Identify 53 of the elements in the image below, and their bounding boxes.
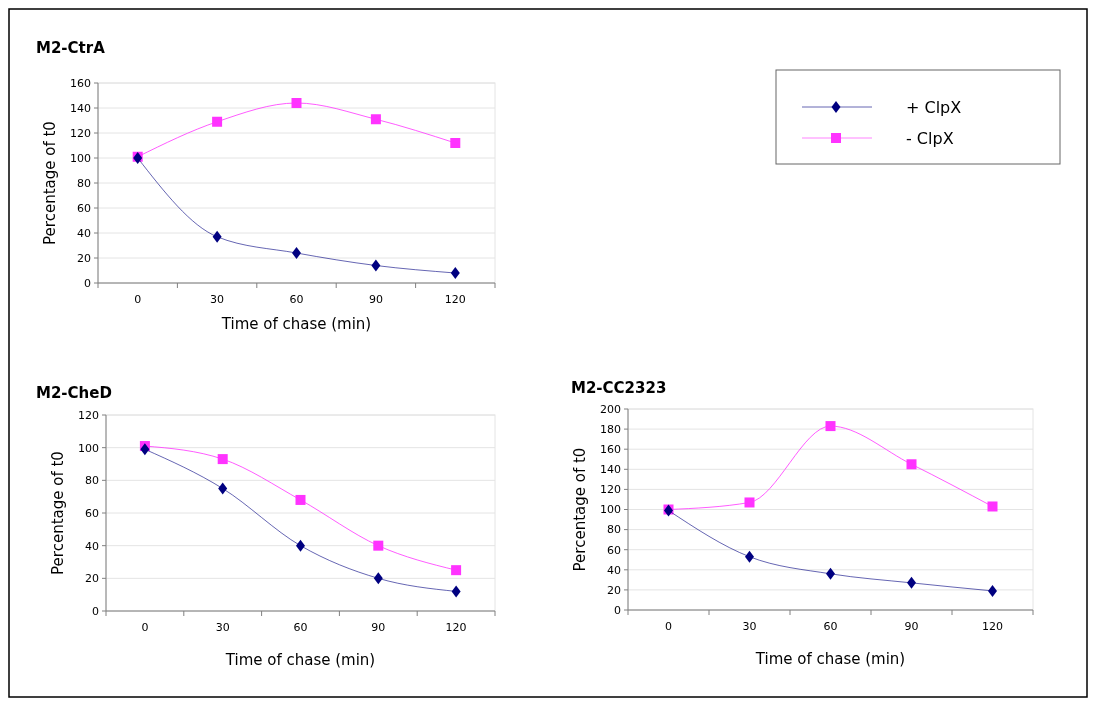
y-axis-title: Percentage of t0	[571, 447, 589, 572]
y-tick-label: 0	[92, 604, 99, 618]
y-tick-label: 60	[85, 506, 99, 520]
y-axis-title: Percentage of t0	[41, 121, 59, 245]
y-tick-label: 60	[607, 543, 621, 557]
chart-title: M2-CC2323	[571, 379, 667, 397]
y-tick-label: 60	[77, 201, 91, 215]
y-tick-label: 80	[77, 176, 91, 190]
y-tick-label: 40	[607, 563, 621, 577]
x-tick-label: 120	[445, 621, 467, 634]
x-tick-label: 60	[293, 621, 308, 634]
x-axis-title: Time of chase (min)	[754, 650, 906, 668]
legend-label: + ClpX	[906, 97, 962, 117]
y-tick-label: 140	[600, 463, 621, 477]
x-tick-label: 90	[904, 620, 919, 633]
x-tick-label: 0	[665, 620, 672, 633]
y-tick-label: 0	[614, 603, 621, 617]
y-tick-label: 160	[70, 76, 91, 90]
y-tick-label: 100	[600, 503, 621, 517]
y-tick-label: 120	[600, 483, 621, 497]
y-tick-label: 20	[77, 251, 91, 265]
x-tick-label: 30	[215, 621, 230, 634]
y-tick-label: 200	[600, 402, 621, 416]
y-tick-label: 120	[70, 126, 91, 140]
y-tick-label: 100	[70, 151, 91, 165]
y-tick-label: 40	[77, 226, 91, 240]
chart-title: M2-CtrA	[36, 39, 106, 57]
x-tick-label: 0	[134, 293, 142, 306]
y-tick-label: 80	[85, 474, 99, 488]
x-axis-title: Time of chase (min)	[220, 315, 372, 333]
y-tick-label: 180	[600, 422, 621, 436]
x-tick-label: 90	[371, 621, 386, 634]
chart-title: M2-CheD	[36, 384, 112, 402]
x-tick-label: 30	[210, 293, 225, 306]
y-tick-label: 100	[78, 441, 99, 455]
x-tick-label: 30	[742, 620, 757, 633]
y-tick-label: 20	[85, 572, 99, 586]
y-tick-label: 0	[84, 276, 91, 290]
x-tick-label: 60	[289, 293, 304, 306]
x-tick-label: 60	[823, 620, 838, 633]
x-tick-label: 90	[368, 293, 383, 306]
y-tick-label: 140	[70, 101, 91, 115]
x-tick-label: 120	[444, 293, 466, 306]
x-tick-label: 0	[141, 621, 149, 634]
y-tick-label: 160	[600, 443, 621, 457]
y-tick-label: 40	[85, 539, 99, 553]
y-tick-label: 120	[78, 408, 99, 422]
x-axis-title: Time of chase (min)	[224, 651, 376, 669]
legend-label: - ClpX	[906, 128, 954, 148]
y-tick-label: 20	[607, 583, 621, 597]
x-tick-label: 120	[982, 620, 1003, 633]
y-axis-title: Percentage of t0	[49, 451, 67, 575]
y-tick-label: 80	[607, 523, 621, 537]
